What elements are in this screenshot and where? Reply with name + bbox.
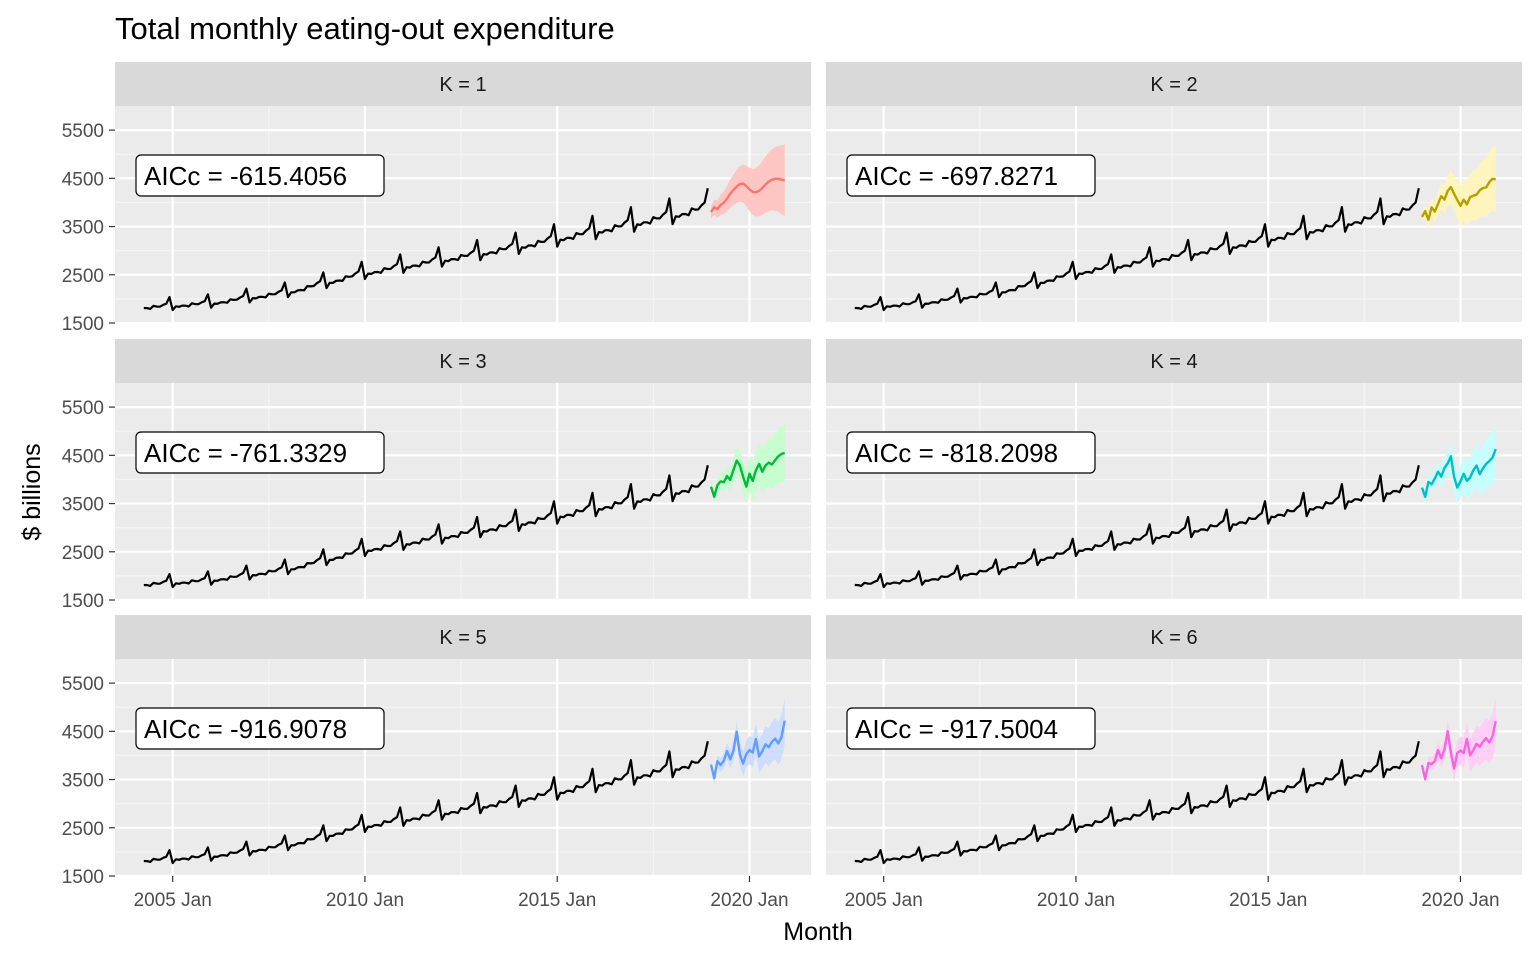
forecast-line [1420, 720, 1497, 781]
history-line [854, 464, 1420, 589]
aicc-label: AICc = -916.9078 [144, 714, 347, 744]
facet-panel-k5: K = 5 AICc = -916.9078 1500 2500 3500 4500 550… [62, 615, 811, 911]
y-tick-label: 2500 [62, 266, 104, 287]
facet-panels: K = 1 AICc = -615.4056 1500 2500 3500 4500 550… [62, 62, 1522, 911]
x-tick-label: 2010 Jan [326, 890, 404, 911]
forecast-line [1420, 177, 1496, 222]
facet-strip [826, 62, 1522, 106]
x-tick-label: 2005 Jan [845, 890, 923, 911]
facet-strip-label: K = 2 [1150, 74, 1197, 96]
facet-panel-k2: K = 2 AICc = -697.8271 [826, 62, 1522, 325]
forecast-interval [1422, 146, 1496, 228]
y-tick-label: 3500 [62, 218, 104, 239]
forecast-line [710, 177, 785, 213]
panel-background [115, 383, 811, 600]
panel-background [826, 106, 1522, 323]
panel-background [115, 659, 811, 876]
aicc-label-box [135, 154, 385, 197]
y-tick-label: 1500 [62, 591, 104, 612]
facet-panel-k1: K = 1 AICc = -615.4056 1500 2500 3500 4500 550… [62, 62, 811, 335]
facet-strip [115, 339, 811, 383]
y-tick-label: 2500 [62, 819, 104, 840]
x-axis-title: Month [783, 918, 852, 946]
y-tick-label: 4500 [62, 446, 104, 467]
x-tick-label: 2010 Jan [1037, 890, 1115, 911]
chart-title: Total monthly eating-out expenditure [115, 11, 615, 46]
panel-background [826, 383, 1522, 600]
facet-strip-label: K = 3 [439, 351, 486, 373]
facet-strip-label: K = 6 [1150, 627, 1197, 649]
y-tick-label: 4500 [62, 722, 104, 743]
facet-panel-k3: K = 3 AICc = -761.3329 1500 2500 3500 4500 550… [62, 339, 811, 612]
facet-strip-label: K = 1 [439, 74, 486, 96]
forecast-interval [711, 424, 785, 504]
facet-strip [115, 62, 811, 106]
y-tick-label: 3500 [62, 495, 104, 516]
panel-background [826, 659, 1522, 876]
history-line [854, 187, 1420, 312]
aicc-label: AICc = -697.8271 [855, 161, 1058, 191]
history-line [143, 464, 709, 589]
y-axis-title: $ billions [18, 443, 46, 540]
aicc-label-box [846, 154, 1096, 197]
y-tick-label: 3500 [62, 771, 104, 792]
x-tick-label: 2015 Jan [1229, 890, 1307, 911]
y-tick-label: 4500 [62, 169, 104, 190]
y-tick-label: 2500 [62, 543, 104, 564]
history-line [143, 187, 709, 312]
forecast-line [1420, 448, 1497, 498]
panel-background [115, 106, 811, 323]
forecast-interval [1422, 422, 1496, 504]
y-tick-label: 5500 [62, 398, 104, 419]
aicc-label: AICc = -818.2098 [855, 438, 1058, 468]
forecast-interval [711, 697, 785, 784]
aicc-label-box [135, 431, 385, 474]
facet-strip [826, 615, 1522, 659]
facet-strip-label: K = 5 [439, 627, 486, 649]
facet-strip [115, 615, 811, 659]
y-tick-label: 1500 [62, 314, 104, 335]
x-tick-label: 2020 Jan [1421, 890, 1499, 911]
y-tick-label: 5500 [62, 121, 104, 142]
history-line [854, 740, 1420, 865]
facet-panel-k6: K = 6 AICc = -917.5004 2005 Jan 2010 Jan 201… [826, 615, 1522, 911]
aicc-label: AICc = -761.3329 [144, 438, 347, 468]
forecast-line [709, 451, 786, 498]
forecast-interval [711, 144, 785, 219]
facet-strip-label: K = 4 [1150, 351, 1197, 373]
forecast-line [709, 720, 786, 780]
facet-panel-k4: K = 4 AICc = -818.2098 [826, 339, 1522, 602]
y-tick-label: 5500 [62, 674, 104, 695]
aicc-label-box [846, 431, 1096, 474]
aicc-label-box [135, 707, 385, 750]
x-tick-label: 2005 Jan [134, 890, 212, 911]
facet-strip [826, 339, 1522, 383]
aicc-label-box [846, 707, 1096, 750]
aicc-label: AICc = -615.4056 [144, 161, 347, 191]
y-tick-label: 1500 [62, 867, 104, 888]
x-tick-label: 2020 Jan [710, 890, 788, 911]
forecast-interval [1422, 698, 1496, 785]
history-line [143, 740, 709, 865]
x-tick-label: 2015 Jan [518, 890, 596, 911]
aicc-label: AICc = -917.5004 [855, 714, 1058, 744]
